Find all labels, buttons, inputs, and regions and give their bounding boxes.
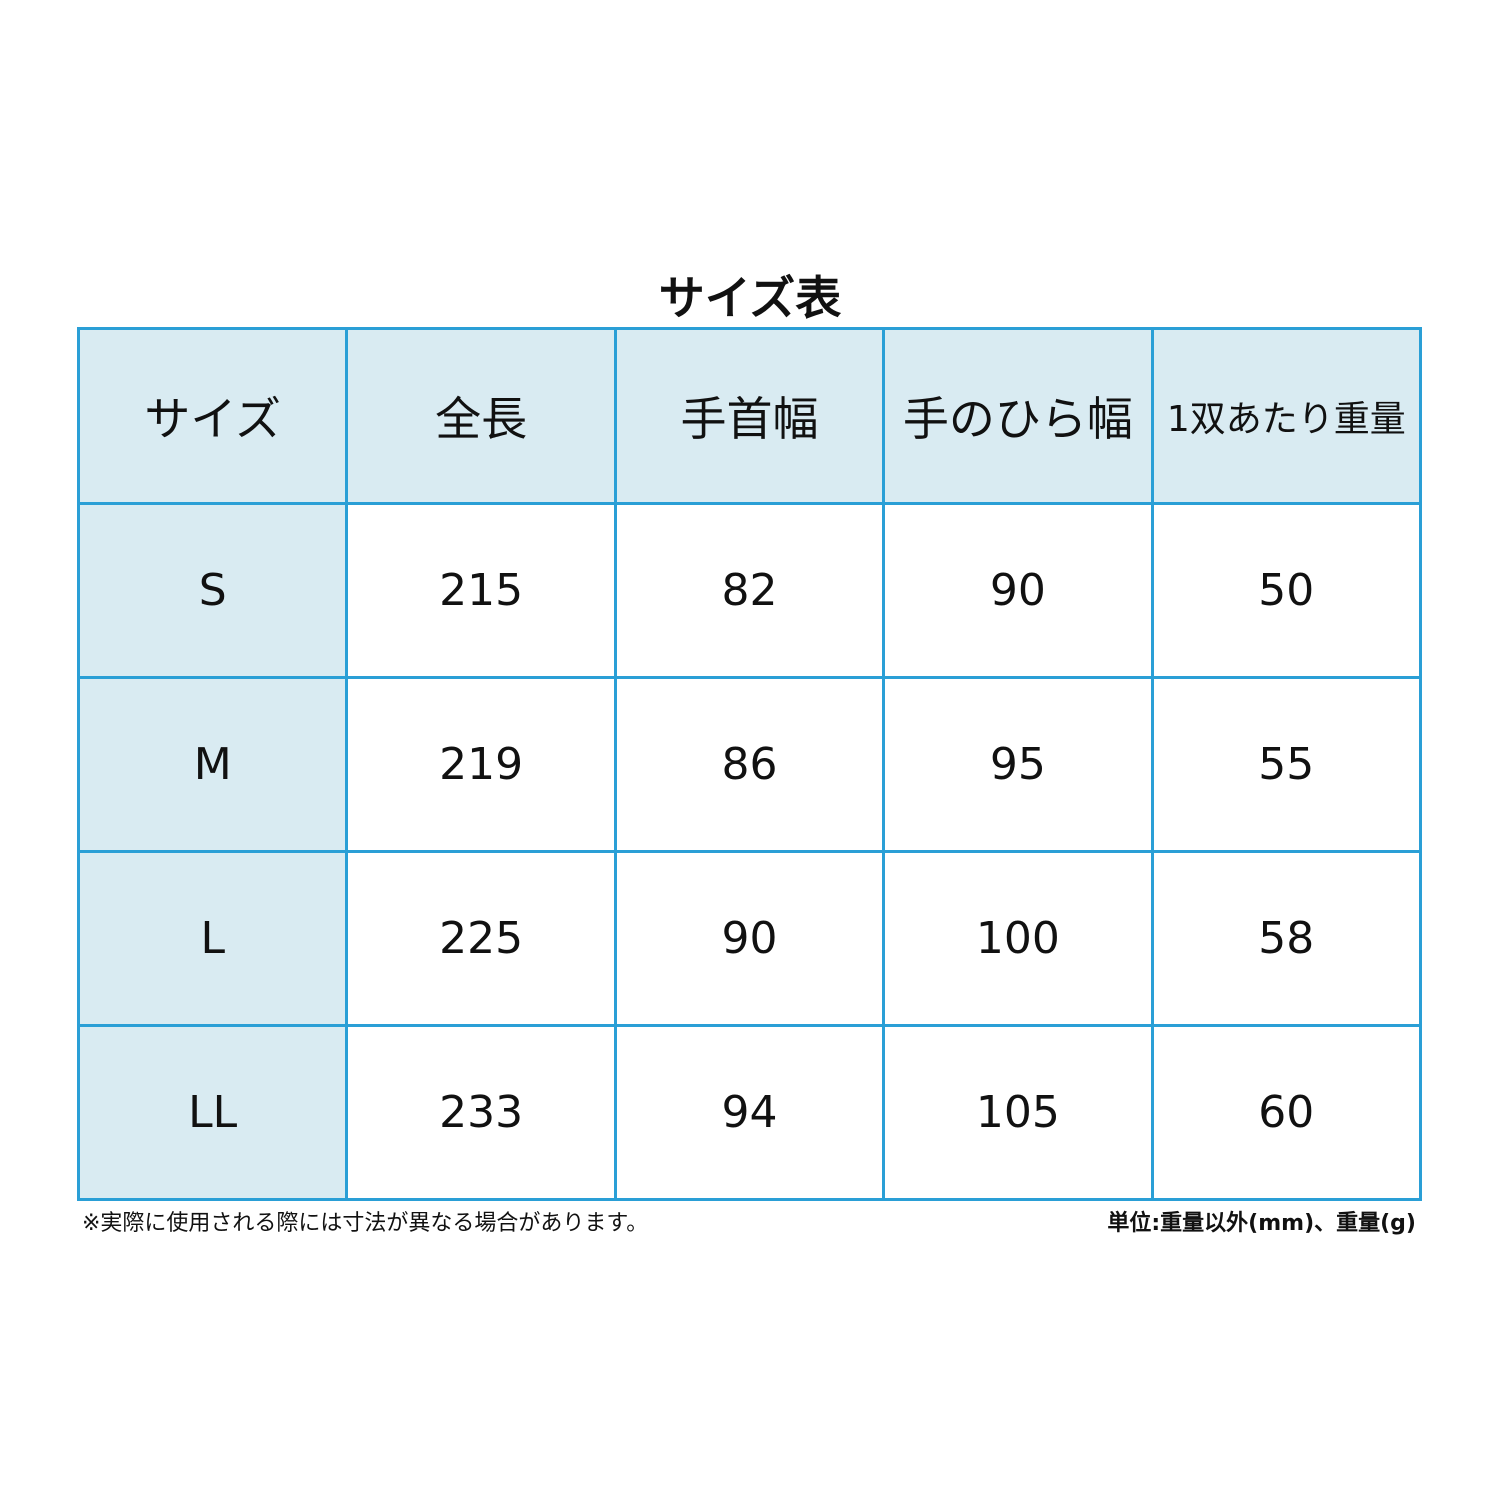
table-row: M 219 86 95 55: [76, 676, 1423, 853]
cell: 225: [345, 850, 617, 1027]
cell: 90: [613, 850, 886, 1027]
cell: 105: [882, 1024, 1154, 1201]
header-weight: 1双あたり重量: [1150, 327, 1423, 505]
table-row: L 225 90 100 58: [76, 850, 1423, 1027]
cell-size: M: [76, 676, 349, 853]
size-table: サイズ 全長 手首幅 手のひら幅 1双あたり重量 S 215 82 90 50 …: [76, 327, 1423, 1201]
unit-note: 単位:重量以外(mm)、重量(g): [1107, 1211, 1416, 1236]
cell-size: L: [76, 850, 349, 1027]
header-wrist-width: 手首幅: [613, 327, 886, 505]
cell: 100: [882, 850, 1154, 1027]
table-row: LL 233 94 105 60: [76, 1024, 1423, 1201]
cell-size: S: [76, 502, 349, 679]
table-header-row: サイズ 全長 手首幅 手のひら幅 1双あたり重量: [76, 327, 1423, 505]
footnote: ※実際に使用される際には寸法が異なる場合があります。: [82, 1211, 649, 1236]
header-palm-width: 手のひら幅: [882, 327, 1154, 505]
cell: 90: [882, 502, 1154, 679]
header-size: サイズ: [76, 327, 349, 505]
cell: 58: [1150, 850, 1423, 1027]
header-total-length: 全長: [345, 327, 617, 505]
page-title: サイズ表: [658, 271, 842, 325]
cell: 95: [882, 676, 1154, 853]
cell: 60: [1150, 1024, 1423, 1201]
cell: 55: [1150, 676, 1423, 853]
cell: 233: [345, 1024, 617, 1201]
cell: 50: [1150, 502, 1423, 679]
cell: 215: [345, 502, 617, 679]
cell: 82: [613, 502, 886, 679]
cell-size: LL: [76, 1024, 349, 1201]
cell: 219: [345, 676, 617, 853]
table-row: S 215 82 90 50: [76, 502, 1423, 679]
cell: 94: [613, 1024, 886, 1201]
cell: 86: [613, 676, 886, 853]
